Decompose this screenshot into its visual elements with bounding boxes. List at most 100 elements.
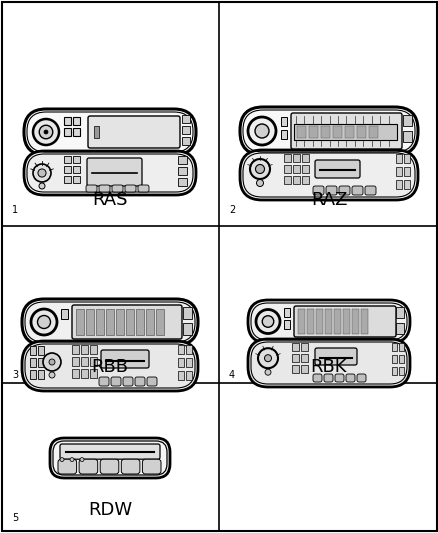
Circle shape <box>31 309 57 335</box>
FancyBboxPatch shape <box>240 107 417 155</box>
Text: 3: 3 <box>12 370 18 380</box>
Bar <box>292 154 299 162</box>
Bar <box>398 343 403 351</box>
Bar <box>90 345 97 354</box>
Circle shape <box>247 117 276 145</box>
Circle shape <box>49 372 55 378</box>
Bar <box>324 309 331 334</box>
Bar <box>402 115 411 126</box>
FancyBboxPatch shape <box>79 459 98 474</box>
Bar <box>106 309 114 335</box>
Circle shape <box>249 159 269 179</box>
FancyBboxPatch shape <box>22 341 198 391</box>
FancyBboxPatch shape <box>111 377 121 386</box>
Bar <box>280 130 286 139</box>
Bar <box>76 309 84 335</box>
Circle shape <box>265 369 270 375</box>
Bar <box>64 156 71 163</box>
FancyBboxPatch shape <box>240 150 417 200</box>
Bar <box>395 307 403 318</box>
Circle shape <box>80 458 84 462</box>
Bar <box>186 371 191 380</box>
Bar <box>64 128 71 136</box>
Circle shape <box>256 180 263 187</box>
FancyBboxPatch shape <box>345 374 354 382</box>
Bar <box>30 358 36 367</box>
FancyBboxPatch shape <box>72 305 182 339</box>
Bar <box>30 346 36 355</box>
Bar <box>280 117 286 126</box>
Bar <box>73 156 80 163</box>
FancyBboxPatch shape <box>24 151 195 195</box>
FancyBboxPatch shape <box>99 377 109 386</box>
Text: RBK: RBK <box>310 358 346 376</box>
Bar <box>300 365 307 373</box>
Bar <box>344 126 353 138</box>
Circle shape <box>38 169 46 177</box>
Circle shape <box>254 124 268 138</box>
FancyBboxPatch shape <box>24 109 195 155</box>
FancyBboxPatch shape <box>356 374 365 382</box>
Bar <box>356 126 365 138</box>
Bar <box>81 357 88 366</box>
FancyBboxPatch shape <box>147 377 157 386</box>
Bar <box>61 309 68 319</box>
FancyBboxPatch shape <box>50 438 170 478</box>
Bar <box>391 355 396 363</box>
Bar <box>136 309 144 335</box>
Bar <box>186 345 191 354</box>
Bar <box>182 115 190 123</box>
FancyBboxPatch shape <box>247 300 409 343</box>
Bar <box>395 154 401 163</box>
Bar <box>96 309 104 335</box>
Bar <box>73 166 80 173</box>
FancyBboxPatch shape <box>247 339 409 387</box>
FancyBboxPatch shape <box>101 350 148 368</box>
FancyBboxPatch shape <box>314 160 359 178</box>
FancyBboxPatch shape <box>99 185 110 192</box>
Bar <box>368 126 377 138</box>
FancyBboxPatch shape <box>351 186 362 195</box>
Bar <box>183 323 191 335</box>
Bar <box>64 117 71 125</box>
Circle shape <box>70 458 74 462</box>
Bar <box>391 367 396 375</box>
FancyBboxPatch shape <box>314 348 356 365</box>
Bar <box>116 309 124 335</box>
Bar <box>395 180 401 189</box>
Bar <box>292 165 299 173</box>
Bar <box>86 309 94 335</box>
Bar <box>300 354 307 362</box>
FancyBboxPatch shape <box>22 299 198 345</box>
FancyBboxPatch shape <box>125 185 136 192</box>
FancyBboxPatch shape <box>58 459 76 474</box>
Bar <box>72 369 79 378</box>
FancyBboxPatch shape <box>293 306 395 337</box>
Bar <box>283 308 290 317</box>
Circle shape <box>258 348 277 368</box>
Bar <box>402 131 411 142</box>
Bar <box>283 320 290 329</box>
FancyBboxPatch shape <box>364 186 375 195</box>
Bar <box>177 156 187 164</box>
Bar <box>186 358 191 367</box>
FancyBboxPatch shape <box>338 186 349 195</box>
Bar <box>72 345 79 354</box>
Bar <box>64 176 71 183</box>
Bar <box>291 354 298 362</box>
Circle shape <box>37 316 50 328</box>
FancyBboxPatch shape <box>138 185 148 192</box>
Bar <box>94 126 99 139</box>
Bar <box>182 137 190 145</box>
Bar <box>395 167 401 176</box>
Bar <box>293 124 396 140</box>
Text: 5: 5 <box>12 513 18 523</box>
Circle shape <box>39 183 45 189</box>
Circle shape <box>43 353 61 371</box>
Bar <box>177 358 184 367</box>
Bar <box>73 176 80 183</box>
Text: RBB: RBB <box>91 358 128 376</box>
Bar <box>177 371 184 380</box>
Bar <box>30 370 36 379</box>
FancyBboxPatch shape <box>86 185 97 192</box>
